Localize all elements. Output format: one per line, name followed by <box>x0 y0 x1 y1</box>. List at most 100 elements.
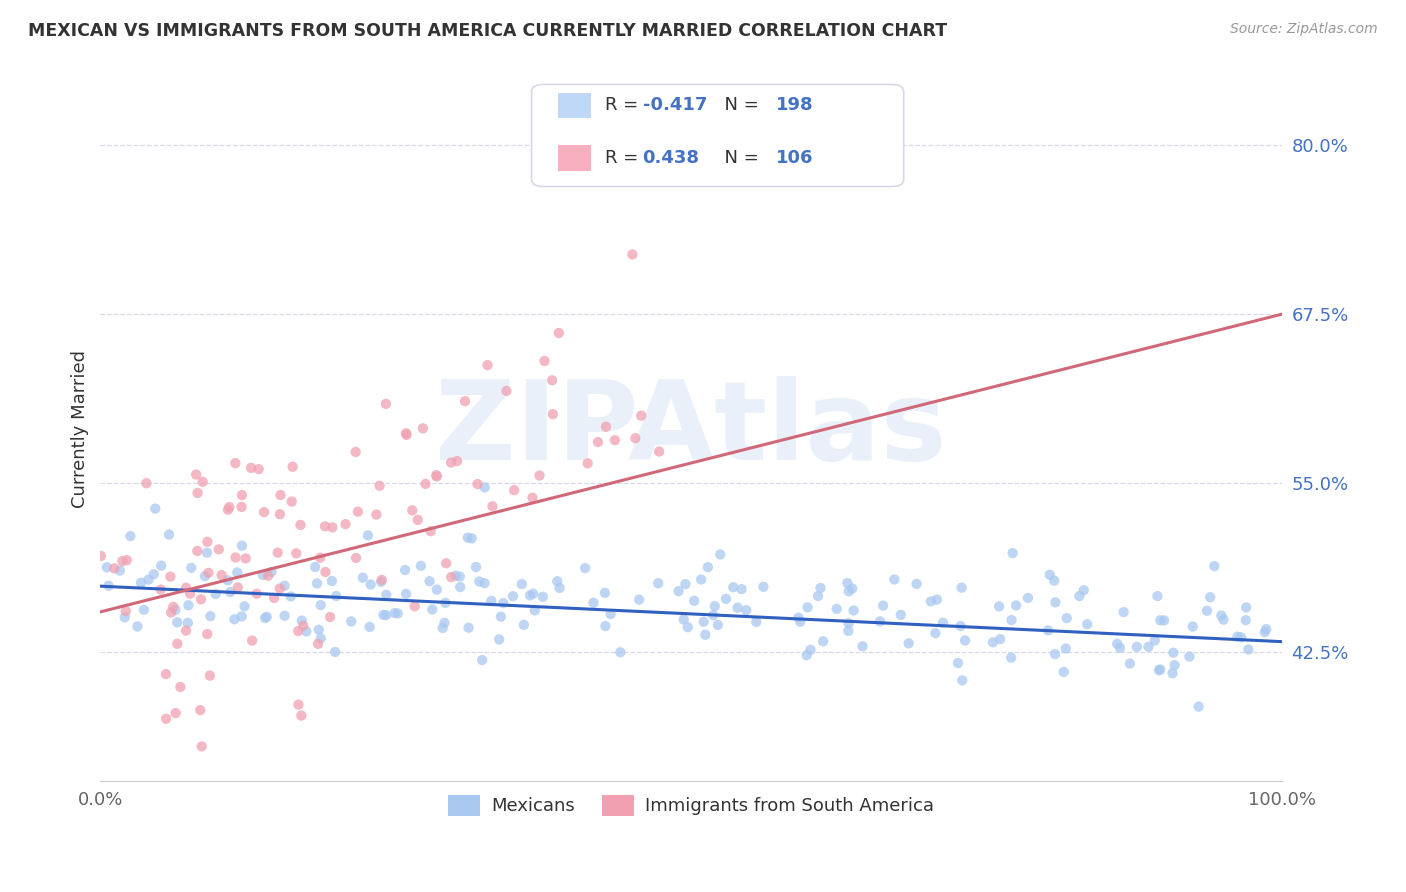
Point <box>188 703 211 717</box>
Point <box>314 519 336 533</box>
Point <box>252 568 274 582</box>
Point <box>174 624 197 638</box>
Point <box>502 589 524 603</box>
Point <box>309 598 332 612</box>
Point <box>191 475 214 489</box>
Point <box>155 667 177 681</box>
Point <box>321 520 343 534</box>
Text: R =: R = <box>605 149 644 167</box>
Point <box>811 634 834 648</box>
Point <box>233 599 256 614</box>
Point <box>1149 663 1171 677</box>
Point <box>672 613 695 627</box>
Point <box>533 354 555 368</box>
Point <box>668 584 690 599</box>
Point <box>1126 640 1149 654</box>
FancyBboxPatch shape <box>558 93 591 119</box>
Y-axis label: Currently Married: Currently Married <box>72 351 89 508</box>
Point <box>295 624 318 639</box>
Point <box>179 587 201 601</box>
Point <box>1045 595 1067 609</box>
Point <box>1147 663 1170 677</box>
Point <box>1076 617 1098 632</box>
Point <box>325 589 347 603</box>
Point <box>290 517 312 532</box>
Point <box>595 419 617 434</box>
Point <box>924 626 946 640</box>
Point <box>1181 619 1204 633</box>
Point <box>541 407 564 421</box>
Point <box>366 508 388 522</box>
Point <box>319 610 342 624</box>
Text: MEXICAN VS IMMIGRANTS FROM SOUTH AMERICA CURRENTLY MARRIED CORRELATION CHART: MEXICAN VS IMMIGRANTS FROM SOUTH AMERICA… <box>28 22 948 40</box>
Point <box>477 358 499 372</box>
Point <box>582 596 605 610</box>
Point <box>177 615 200 630</box>
Point <box>217 574 239 588</box>
Point <box>479 594 502 608</box>
Point <box>510 577 533 591</box>
Point <box>157 527 180 541</box>
Point <box>576 456 599 470</box>
Point <box>1234 613 1257 627</box>
Point <box>745 615 768 629</box>
Point <box>211 568 233 582</box>
Point <box>180 561 202 575</box>
Point <box>368 479 391 493</box>
Point <box>415 476 437 491</box>
Point <box>270 488 292 502</box>
Point <box>224 456 246 470</box>
Point <box>166 615 188 630</box>
Point <box>1149 613 1171 627</box>
Text: N =: N = <box>713 96 765 114</box>
Point <box>432 621 454 635</box>
Point <box>851 640 873 654</box>
Point <box>371 573 394 587</box>
Point <box>869 615 891 629</box>
Point <box>309 550 332 565</box>
Point <box>159 569 181 583</box>
Point <box>595 619 617 633</box>
Point <box>370 574 392 589</box>
Point <box>1178 649 1201 664</box>
Point <box>225 550 247 565</box>
Point <box>335 517 357 532</box>
Point <box>1237 642 1260 657</box>
Point <box>425 468 447 483</box>
Point <box>981 635 1004 649</box>
Point <box>841 582 863 596</box>
Point <box>825 602 848 616</box>
Point <box>352 571 374 585</box>
Point <box>574 561 596 575</box>
Point <box>647 576 669 591</box>
Point <box>1204 559 1226 574</box>
Point <box>1256 622 1278 636</box>
Point <box>440 456 463 470</box>
Point <box>305 576 328 591</box>
Point <box>465 560 488 574</box>
Point <box>1119 657 1142 671</box>
Point <box>187 486 209 500</box>
Point <box>375 608 398 623</box>
Point <box>150 558 173 573</box>
Point <box>198 668 221 682</box>
Point <box>281 459 304 474</box>
Point <box>523 603 546 617</box>
Point <box>730 582 752 596</box>
Point <box>1146 589 1168 603</box>
Point <box>474 576 496 591</box>
Point <box>1000 650 1022 665</box>
Point <box>240 633 263 648</box>
Point <box>321 574 343 588</box>
Point <box>541 373 564 387</box>
Point <box>127 619 149 633</box>
Point <box>165 603 187 617</box>
Point <box>273 608 295 623</box>
Point <box>503 483 526 498</box>
Point <box>1153 614 1175 628</box>
Point <box>810 581 832 595</box>
Point <box>1036 624 1059 638</box>
Point <box>547 326 569 340</box>
Point <box>714 591 737 606</box>
Point <box>103 561 125 575</box>
